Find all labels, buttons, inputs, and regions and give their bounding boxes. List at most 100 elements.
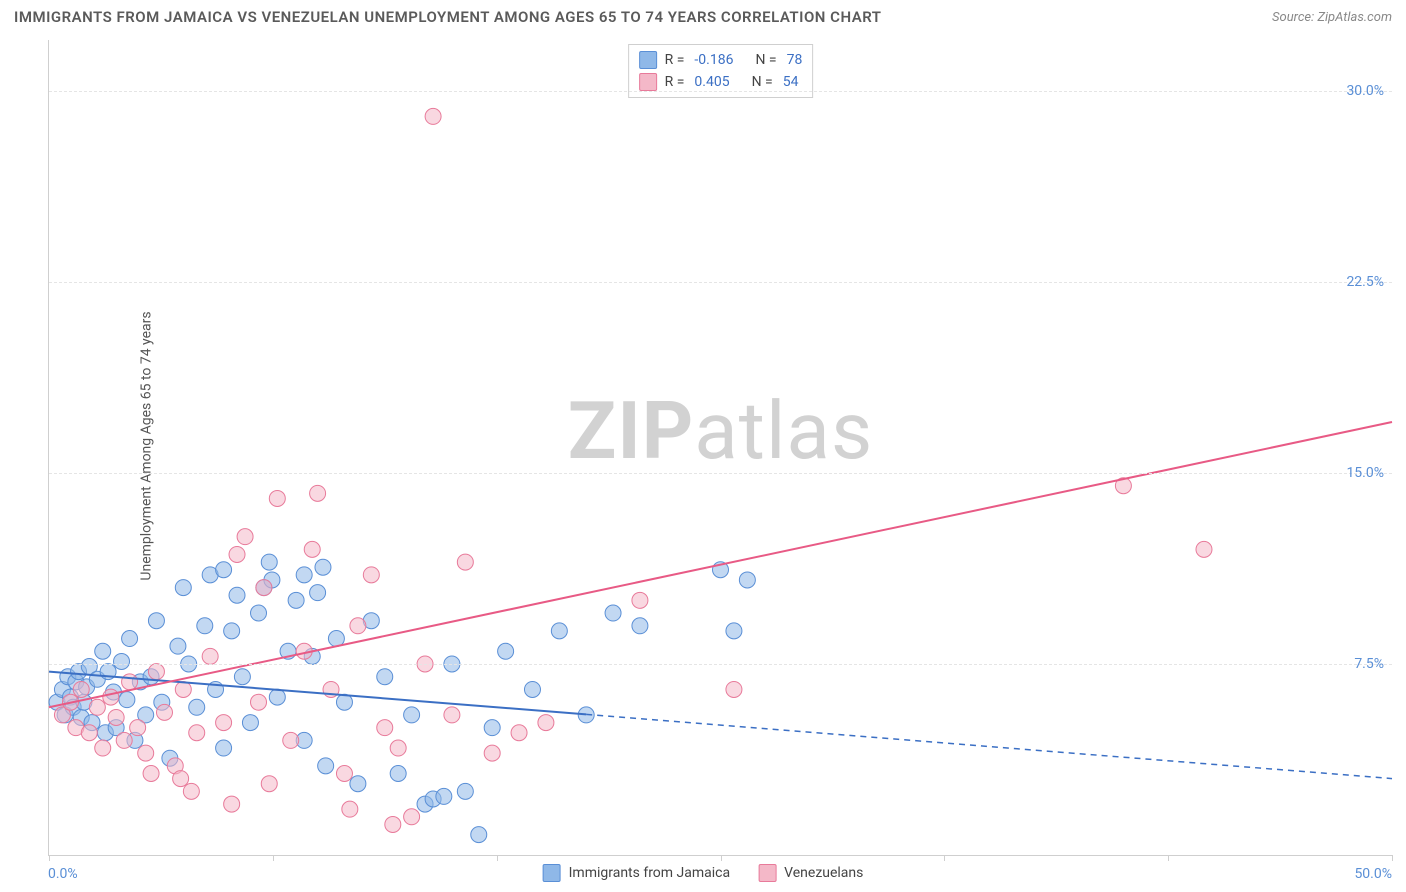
data-point	[138, 745, 154, 761]
legend-swatch	[543, 864, 561, 882]
data-point	[224, 623, 240, 639]
data-point	[336, 766, 352, 782]
data-point	[116, 732, 132, 748]
x-axis-min-label: 0.0%	[48, 866, 78, 882]
data-point	[296, 567, 312, 583]
y-tick-label: 15.0%	[1346, 465, 1384, 481]
data-point	[283, 732, 299, 748]
data-point	[170, 638, 186, 654]
data-point	[524, 681, 540, 697]
data-point	[404, 809, 420, 825]
data-point	[261, 554, 277, 570]
y-tick-label: 22.5%	[1346, 274, 1384, 290]
data-point	[95, 740, 111, 756]
data-point	[385, 816, 401, 832]
x-tick	[273, 855, 274, 861]
data-point	[304, 541, 320, 557]
data-point	[89, 699, 105, 715]
data-point	[457, 783, 473, 799]
data-point	[310, 585, 326, 601]
gridline	[49, 664, 1392, 665]
data-point	[1196, 541, 1212, 557]
data-point	[251, 694, 267, 710]
data-point	[156, 704, 172, 720]
data-point	[318, 758, 334, 774]
y-tick-label: 30.0%	[1346, 83, 1384, 99]
legend-row: R =0.405N =54	[639, 71, 803, 93]
data-point	[632, 618, 648, 634]
legend-row: R =-0.186N =78	[639, 49, 803, 71]
data-point	[315, 559, 331, 575]
data-point	[739, 572, 755, 588]
x-tick	[1168, 855, 1169, 861]
data-point	[234, 669, 250, 685]
data-point	[484, 745, 500, 761]
data-point	[130, 720, 146, 736]
data-point	[390, 766, 406, 782]
data-point	[377, 669, 393, 685]
data-point	[175, 681, 191, 697]
data-point	[457, 554, 473, 570]
data-point	[103, 689, 119, 705]
data-point	[197, 618, 213, 634]
data-point	[363, 567, 379, 583]
source-attribution: Source: ZipAtlas.com	[1272, 10, 1392, 25]
data-point	[511, 725, 527, 741]
data-point	[726, 623, 742, 639]
data-point	[404, 707, 420, 723]
data-point	[175, 580, 191, 596]
data-point	[498, 643, 514, 659]
legend-item: Immigrants from Jamaica	[543, 864, 731, 882]
data-point	[471, 827, 487, 843]
data-point	[183, 783, 199, 799]
data-point	[269, 689, 285, 705]
data-point	[189, 699, 205, 715]
legend-item: Venezuelans	[758, 864, 863, 882]
chart-title: IMMIGRANTS FROM JAMAICA VS VENEZUELAN UN…	[14, 8, 882, 26]
data-point	[605, 605, 621, 621]
x-tick	[944, 855, 945, 861]
data-point	[229, 546, 245, 562]
data-point	[122, 631, 138, 647]
gridline	[49, 282, 1392, 283]
gridline	[49, 473, 1392, 474]
data-point	[342, 801, 358, 817]
data-point	[173, 771, 189, 787]
correlation-legend: R =-0.186N =78R =0.405N =54	[628, 44, 814, 98]
data-point	[484, 720, 500, 736]
data-point	[350, 776, 366, 792]
data-point	[108, 709, 124, 725]
data-point	[310, 485, 326, 501]
data-point	[390, 740, 406, 756]
data-point	[148, 613, 164, 629]
legend-swatch	[639, 73, 657, 91]
data-point	[119, 692, 135, 708]
data-point	[726, 681, 742, 697]
x-axis-max-label: 50.0%	[1354, 866, 1392, 882]
data-point	[288, 592, 304, 608]
data-point	[350, 618, 366, 634]
data-point	[436, 788, 452, 804]
data-point	[237, 529, 253, 545]
data-point	[242, 715, 258, 731]
series-legend: Immigrants from Jamaica Venezuelans	[543, 864, 864, 882]
data-point	[551, 623, 567, 639]
x-tick	[1392, 855, 1393, 861]
data-point	[143, 766, 159, 782]
data-point	[73, 681, 89, 697]
data-point	[148, 664, 164, 680]
data-point	[114, 653, 130, 669]
data-point	[224, 796, 240, 812]
data-point	[216, 562, 232, 578]
data-point	[261, 776, 277, 792]
chart-area: ZIPatlas R =-0.186N =78R =0.405N =54 7.5…	[48, 40, 1392, 856]
data-point	[444, 707, 460, 723]
data-point	[251, 605, 267, 621]
data-point	[377, 720, 393, 736]
data-point	[95, 643, 111, 659]
data-point	[229, 587, 245, 603]
trend-line-extrapolated	[586, 714, 1392, 778]
data-point	[189, 725, 205, 741]
x-tick	[497, 855, 498, 861]
data-point	[216, 715, 232, 731]
